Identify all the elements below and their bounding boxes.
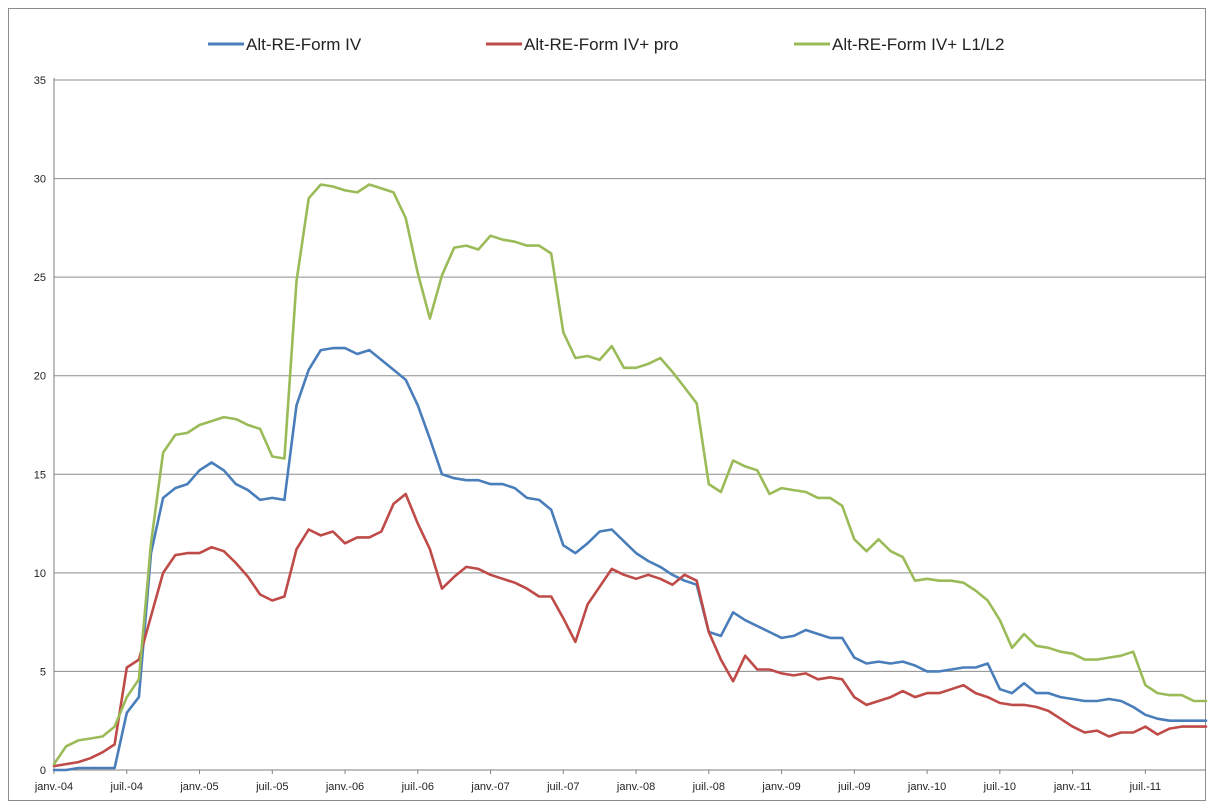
x-tick-label: juil.-09: [837, 781, 870, 793]
x-tick-label: juil.-10: [983, 781, 1016, 793]
x-tick-label: janv.-07: [470, 781, 509, 793]
gridlines: [53, 78, 1206, 771]
y-tick-label: 0: [40, 765, 46, 777]
y-axis: 0 5 10 15 20 25 30 35: [34, 75, 46, 777]
x-tick-label: juil.-08: [692, 781, 725, 793]
x-axis: janv.-04 juil.-04 janv.-05 juil.-05 janv.-06…: [34, 770, 1161, 793]
x-tick-label: juil.-05: [255, 781, 288, 793]
legend-label: Alt-RE-Form IV+ pro: [524, 35, 678, 54]
x-tick-label: janv.-06: [325, 781, 364, 793]
x-tick-label: juil.-06: [401, 781, 434, 793]
y-tick-label: 20: [34, 371, 46, 383]
x-tick-label: juil.-04: [110, 781, 143, 793]
x-tick-label: janv.-08: [616, 781, 655, 793]
x-tick-label: janv.-09: [761, 781, 800, 793]
y-tick-label: 10: [34, 568, 46, 580]
legend-label: Alt-RE-Form IV: [246, 35, 362, 54]
y-tick-label: 25: [34, 272, 46, 284]
series-line-2: [52, 492, 1208, 768]
x-tick-label: janv.-10: [907, 781, 946, 793]
legend: Alt-RE-Form IV Alt-RE-Form IV+ pro Alt-RE-…: [208, 35, 1004, 54]
x-tick-label: juil.-07: [546, 781, 579, 793]
series-line-3: [52, 183, 1208, 766]
y-tick-label: 35: [34, 75, 46, 87]
y-tick-label: 30: [34, 174, 46, 186]
legend-label: Alt-RE-Form IV+ L1/L2: [832, 35, 1004, 54]
chart-area: [8, 8, 1206, 801]
x-tick-label: juil.-11: [1129, 781, 1162, 793]
y-tick-label: 5: [40, 666, 46, 678]
x-tick-label: janv.-04: [34, 781, 73, 793]
y-tick-label: 15: [34, 469, 46, 481]
series-lines: [52, 183, 1208, 772]
x-tick-label: janv.-05: [179, 781, 218, 793]
series-line-1: [52, 346, 1208, 772]
x-tick-label: janv.-11: [1053, 781, 1092, 793]
